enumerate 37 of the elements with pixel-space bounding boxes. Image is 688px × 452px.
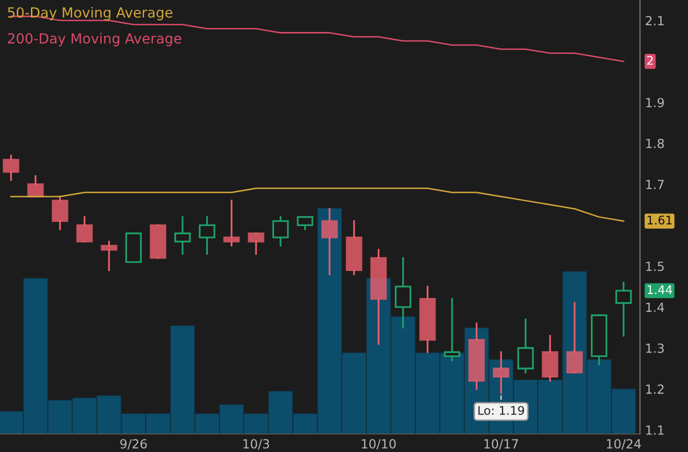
candlestick [615,282,632,337]
y-tick-label: 1.4 [646,302,664,312]
text: 1.61 [648,216,672,225]
candlestick [444,298,460,362]
text: 1.44 [648,285,672,294]
candlestick [174,216,191,255]
candlestick [346,220,362,276]
candlestick [468,322,485,390]
text: 2 [647,56,653,65]
y-tick-label: 1.8 [646,138,664,148]
candlestick [419,286,436,353]
x-tick-label: 10/24 [606,439,641,450]
candlestick [100,240,118,272]
candlestick [517,318,534,374]
annotation: Lo: 1.19 [478,406,524,415]
candlestick [542,334,558,382]
y-tick-label: 1.1 [646,426,664,435]
x-tick-label: 10/3 [243,439,270,450]
candlestick [321,208,338,276]
x-tick-label: 10/10 [362,439,396,450]
candlestick [223,200,240,246]
candlestick [272,216,289,246]
x-tick-label: 9/26 [120,439,147,450]
x-tick-label: 10/17 [484,439,518,450]
y-tick-label: 1.3 [646,343,664,353]
y-tick-label: 2.1 [646,16,664,26]
candlestick [370,248,387,345]
candlestick [394,257,412,328]
series-label: 200-Day Moving Average [8,32,182,46]
y-tick-label: 1.9 [646,98,664,108]
y-tick-label: 1.5 [646,262,664,272]
y-tick-label: 1.7 [646,180,664,189]
candlestick [52,196,68,230]
candlestick [198,216,216,255]
candlestick [2,154,20,181]
candlestick [492,351,510,394]
y-tick-label: 1.2 [646,384,664,394]
